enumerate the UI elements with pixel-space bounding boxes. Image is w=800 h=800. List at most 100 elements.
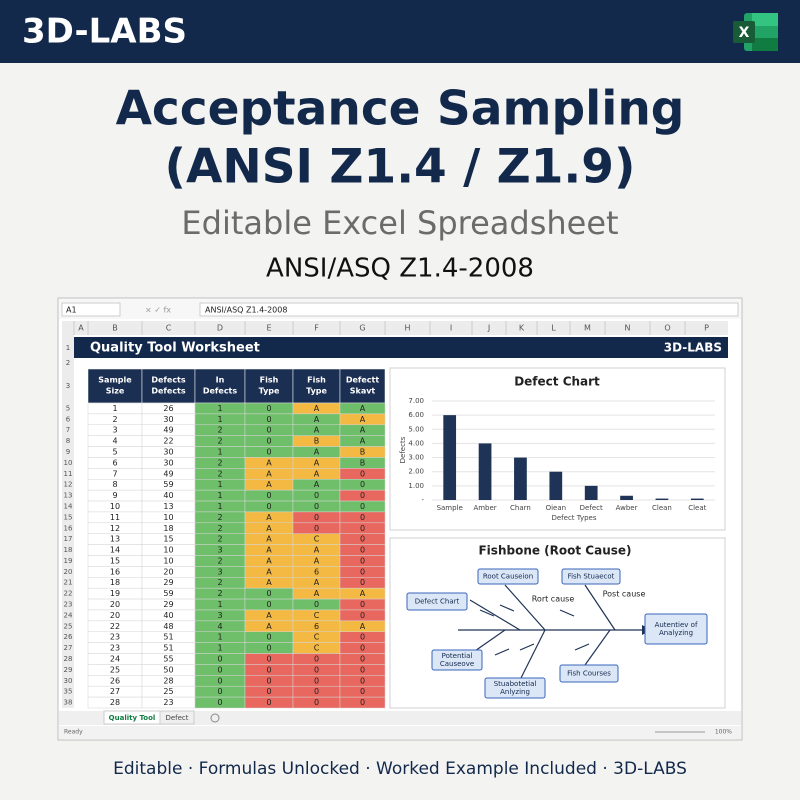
cell-text: 0 [266, 404, 271, 413]
cell-text: 0 [314, 524, 319, 533]
cell-text: 0 [360, 611, 365, 620]
column-letter: H [404, 324, 410, 333]
cell-text: A [360, 426, 366, 435]
row-number: 23 [64, 601, 73, 609]
column-letter: L [551, 324, 556, 333]
cell-text: 59 [163, 589, 173, 598]
fishbone-box-text: Root Causeion [483, 573, 533, 581]
fishbone-box [484, 677, 546, 699]
cell-text: 0 [266, 665, 271, 674]
column-letter: I [450, 324, 452, 333]
row-number: 25 [64, 622, 73, 630]
chart-title: Defect Chart [514, 375, 600, 389]
status-bar [59, 726, 741, 739]
status-text: Ready [64, 729, 83, 736]
table-header-cell [244, 368, 294, 404]
cell-text: 27 [110, 687, 120, 696]
fishbone-box [561, 568, 621, 585]
row-number: 9 [66, 448, 70, 456]
fishbone-title: Fishbone (Root Cause) [478, 544, 631, 558]
cell-text: B [360, 458, 366, 467]
cell-text: 4 [217, 622, 222, 631]
cell-text: 3 [112, 426, 117, 435]
name-box[interactable] [61, 302, 121, 317]
fishbone-line [519, 629, 546, 681]
cell-text: A [266, 480, 272, 489]
y-tick-label: 6.00 [408, 411, 424, 419]
row-number: 5 [66, 404, 70, 412]
row-number: 11 [64, 470, 73, 478]
cell-text: 10 [110, 502, 120, 511]
cell-text: 2 [217, 513, 222, 522]
y-tick-label: 3.00 [408, 454, 424, 462]
cell-text: 2 [217, 589, 222, 598]
add-sheet-button[interactable] [210, 713, 220, 723]
cell-text: 0 [314, 513, 319, 522]
cell-text: 0 [360, 676, 365, 685]
fishbone-line [584, 629, 611, 666]
row-number: 12 [64, 481, 73, 489]
cell-text: 25 [110, 665, 120, 674]
fishbone-box [559, 664, 619, 683]
fishbone-box-text: Analyzing [659, 629, 693, 637]
cell-text: 49 [163, 426, 173, 435]
cell-text: A [314, 404, 320, 413]
cell-text: 0 [266, 502, 271, 511]
column-letter: G [359, 324, 365, 333]
bar [514, 457, 527, 500]
table-header-text: Defects [151, 376, 186, 385]
cell-text: 0 [360, 633, 365, 642]
cell-text: A [266, 524, 272, 533]
cell-text: 10 [163, 546, 173, 555]
row-number: 29 [64, 666, 73, 674]
column-letter: E [266, 324, 271, 333]
cell-text: 1 [112, 404, 117, 413]
cell-text: 48 [163, 622, 173, 631]
y-tick-label: 7.00 [408, 397, 424, 405]
formula-text: ANSI/ASQ Z1.4-2008 [205, 306, 287, 315]
name-box-text: A1 [66, 306, 77, 315]
cell-text: 4 [112, 437, 117, 446]
cell-text: 0 [360, 644, 365, 653]
fishbone-label: Post cause [603, 590, 646, 599]
fishbone-line [469, 599, 521, 631]
table-header-text: Defects [203, 387, 238, 396]
cell-text: A [266, 546, 272, 555]
bar [620, 495, 633, 500]
fishbone-box [431, 649, 483, 671]
cell-text: A [314, 546, 320, 555]
row-number: 24 [64, 611, 73, 619]
y-tick-label: 1.00 [408, 482, 424, 490]
sheet-tab[interactable] [159, 710, 195, 725]
cell-text: 51 [163, 633, 173, 642]
cell-text: 0 [360, 535, 365, 544]
cell-text: 22 [110, 622, 120, 631]
cell-text: 59 [163, 480, 173, 489]
y-tick-label: 4.00 [408, 439, 424, 447]
cell-text: 1 [217, 448, 222, 457]
cell-text: 12 [110, 524, 120, 533]
brand: 3D-LABS [22, 12, 187, 52]
cell-text: 10 [163, 513, 173, 522]
table-header-cell [292, 368, 341, 404]
cell-text: 2 [217, 469, 222, 478]
row-header-bar [62, 335, 74, 708]
bar [549, 471, 563, 500]
table-header-cell [194, 368, 246, 404]
cell [339, 696, 386, 709]
cell-text: 0 [360, 502, 365, 511]
cell-text: 25 [163, 687, 173, 696]
cell-text: 2 [217, 578, 222, 587]
cell-text: 0 [360, 578, 365, 587]
cell-text: A [360, 589, 366, 598]
row-number: 26 [64, 633, 73, 641]
table-header-text: Fish [307, 376, 326, 385]
cell-text: 22 [163, 437, 173, 446]
fishbone-box-text: Stuabotetial [494, 680, 537, 688]
table-header-text: Skavt [350, 387, 376, 396]
svg-text:X: X [739, 25, 750, 41]
fishbone-label: Rort cause [532, 595, 575, 604]
formula-input[interactable] [199, 302, 739, 317]
